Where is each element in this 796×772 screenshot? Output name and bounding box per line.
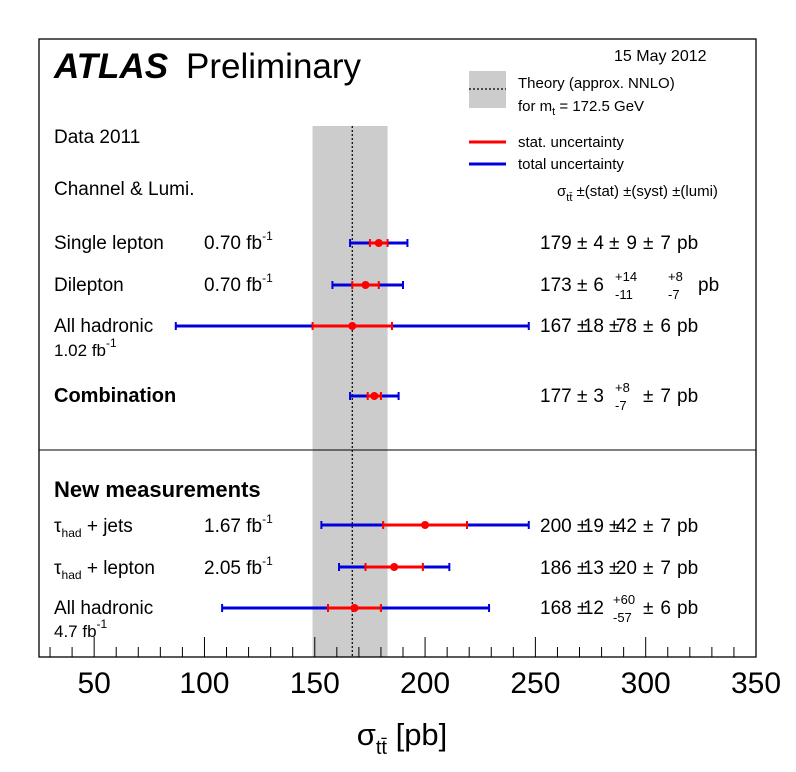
syst-down-all-hadronic-new: -57 [613, 610, 632, 625]
syst-down-combination: -7 [615, 398, 627, 413]
new-measurements-heading: New measurements [54, 477, 261, 502]
plot-frame [38, 38, 757, 658]
experiment-name: ATLAS [53, 47, 168, 86]
channel-all-hadronic-2011: All hadronic [54, 316, 153, 337]
legend-total-label: total uncertainty [518, 156, 624, 173]
channel-lumi-label: Channel & Lumi. [54, 179, 194, 200]
value-all-hadronic-new: 168 ±12 ±6 pb [540, 598, 698, 619]
value-dilepton: 173 ±6 pb [540, 275, 719, 296]
legend-theory-swatch [469, 71, 506, 108]
channel-single-lepton: Single lepton [54, 233, 164, 254]
channel-combination: Combination [54, 385, 176, 407]
value-combination: 177 ±3 ±7 pb [540, 386, 698, 407]
value-single-lepton: 179 ±4 ±9 ±7 pb [540, 233, 698, 254]
theory-band [312, 126, 388, 657]
data-point [421, 521, 430, 529]
x-tick-label: 350 [731, 667, 781, 700]
x-tick-label: 50 [77, 667, 110, 700]
x-tick-label: 300 [621, 667, 671, 700]
data-point [350, 604, 359, 612]
channel-all-hadronic-new: All hadronic [54, 598, 153, 619]
channel-dilepton: Dilepton [54, 275, 124, 296]
column-header: σtt̄ ±(stat) ±(syst) ±(lumi) [557, 183, 718, 204]
lumi-up-dilepton: +8 [668, 269, 683, 284]
x-axis-title: σtt̄ [pb] [357, 717, 448, 759]
channel-tau-lepton: τhad + lepton [54, 558, 155, 582]
lumi-dilepton: 0.70 fb-1 [204, 271, 273, 296]
data-point [348, 322, 357, 330]
x-tick-label: 200 [400, 667, 450, 700]
x-axis: 50 100 150 200 250 300 350 [49, 637, 781, 700]
legend-stat-label: stat. uncertainty [518, 134, 624, 151]
data-point [374, 239, 383, 247]
lumi-down-dilepton: -7 [668, 287, 680, 302]
syst-up-combination: +8 [615, 380, 630, 395]
lumi-tau-jets: 1.67 fb-1 [204, 512, 273, 537]
measurement-marks [174, 239, 530, 612]
syst-up-all-hadronic-new: +60 [613, 592, 635, 607]
value-tau-jets: 200 ±19 ±42 ±7 pb [540, 516, 698, 537]
data-point [390, 563, 399, 571]
preliminary-label: Preliminary [186, 47, 362, 86]
lumi-all-hadronic-new: 4.7 fb-1 [54, 617, 108, 641]
x-tick-label: 150 [290, 667, 340, 700]
data-period-label: Data 2011 [54, 127, 140, 148]
date-label: 15 May 2012 [614, 48, 707, 65]
x-tick-label: 100 [179, 667, 229, 700]
lumi-tau-lepton: 2.05 fb-1 [204, 554, 273, 579]
x-tick-label: 250 [510, 667, 560, 700]
syst-up-dilepton: +14 [615, 269, 637, 284]
lumi-all-hadronic-2011: 1.02 fb-1 [54, 336, 117, 360]
legend-theory-mass: for mt = 172.5 GeV [518, 98, 644, 118]
value-tau-lepton: 186 ±13 ±20 ±7 pb [540, 558, 698, 579]
syst-down-dilepton: -11 [615, 287, 633, 302]
data-point [370, 392, 379, 400]
lumi-single-lepton: 0.70 fb-1 [204, 229, 273, 254]
data-point [361, 281, 370, 289]
value-all-hadronic-2011: 167 ±18 ±78 ±6 pb [540, 316, 698, 337]
legend-theory-label: Theory (approx. NNLO) [518, 75, 675, 92]
channel-tau-jets: τhad + jets [54, 516, 133, 540]
